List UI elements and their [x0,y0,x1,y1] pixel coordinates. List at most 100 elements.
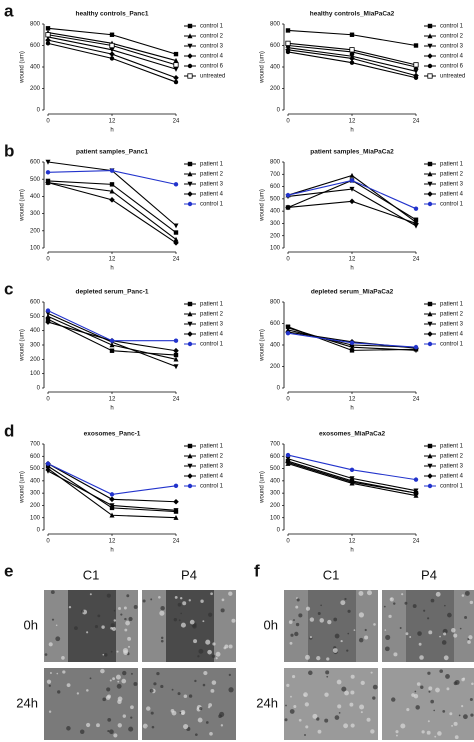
cell [289,709,295,714]
legend-label: patient 1 [440,162,464,168]
cell [46,679,52,684]
cell [454,735,459,740]
cell-sheet [214,590,236,662]
x-tick-label: 24 [173,257,180,263]
marker [109,182,115,187]
y-tick-label: 0 [277,108,281,114]
cell [428,690,431,693]
marker [285,28,291,33]
cell-sheet [454,590,474,662]
cell [350,674,355,679]
x-tick-label: 12 [109,397,116,403]
legend-label: patient 3 [440,322,464,328]
legend-label: patient 1 [200,302,224,308]
y-tick-label: 200 [30,86,41,92]
cell [86,631,89,634]
legend-label: patient 1 [440,302,464,308]
marker [427,473,433,479]
cell [360,680,365,686]
marker [349,467,355,472]
marker [413,75,419,80]
cell [447,612,452,618]
legend-label: patient 4 [440,192,464,198]
cell [295,605,299,609]
cell [182,601,187,606]
marker [427,53,433,59]
marker [285,192,291,198]
marker [285,204,291,211]
cell [443,632,447,636]
cell [189,619,195,625]
y-tick-label: 400 [270,65,281,71]
marker [427,463,433,469]
cell [112,677,115,681]
cell [188,694,193,698]
legend-label: patient 4 [440,332,464,338]
x-tick-label: 12 [109,539,116,545]
cell [454,679,460,685]
cell [304,734,306,737]
legend-label: patient 4 [200,474,224,480]
cell [109,729,114,735]
x-tick-label: 12 [349,119,356,125]
cell-sheet [116,590,138,662]
cell [303,692,308,698]
marker [187,311,193,317]
cell [384,629,387,631]
cell [446,687,450,691]
cell [123,606,127,610]
y-tick-label: 400 [270,209,281,215]
cell [316,656,321,661]
marker [427,161,433,167]
cell [316,717,320,721]
cell [113,733,118,738]
cell [150,711,154,715]
marker [349,172,355,178]
cell [372,684,378,690]
marker [173,223,179,229]
marker [285,456,291,462]
marker [285,330,291,336]
cell [461,705,464,708]
marker [187,33,193,39]
marker [45,41,51,46]
legend-label: control 6 [440,64,464,70]
marker [413,43,419,48]
cell [324,692,329,697]
micrograph [382,668,474,740]
y-tick-label: 100 [30,515,41,521]
cell [430,699,434,704]
marker [413,206,419,211]
cell [337,704,342,709]
cell [461,594,465,597]
cell [110,623,115,628]
marker [187,191,193,197]
cell [203,671,208,676]
cell [173,617,178,622]
x-tick-label: 12 [109,257,116,263]
y-tick-label: 100 [270,515,281,521]
marker [187,331,193,337]
y-tick-label: 0 [277,386,281,392]
cell [312,713,318,719]
marker [187,483,193,489]
cell [290,695,292,698]
cell [453,633,458,638]
cell [208,612,213,617]
row-label: 24h [256,695,278,710]
cell [372,696,376,700]
legend-label: patient 2 [440,312,464,318]
x-tick-label: 0 [46,397,50,403]
y-tick-label: 600 [30,43,41,49]
cell [341,686,347,692]
cell [106,593,111,598]
cell [347,609,351,613]
cell [420,685,424,689]
x-tick-label: 24 [173,119,180,125]
cell [107,718,112,722]
cell [411,693,415,697]
marker [427,443,433,449]
y-tick-label: 600 [30,454,41,460]
legend-label: control 3 [200,44,224,50]
legend-label: untreated [440,74,465,80]
